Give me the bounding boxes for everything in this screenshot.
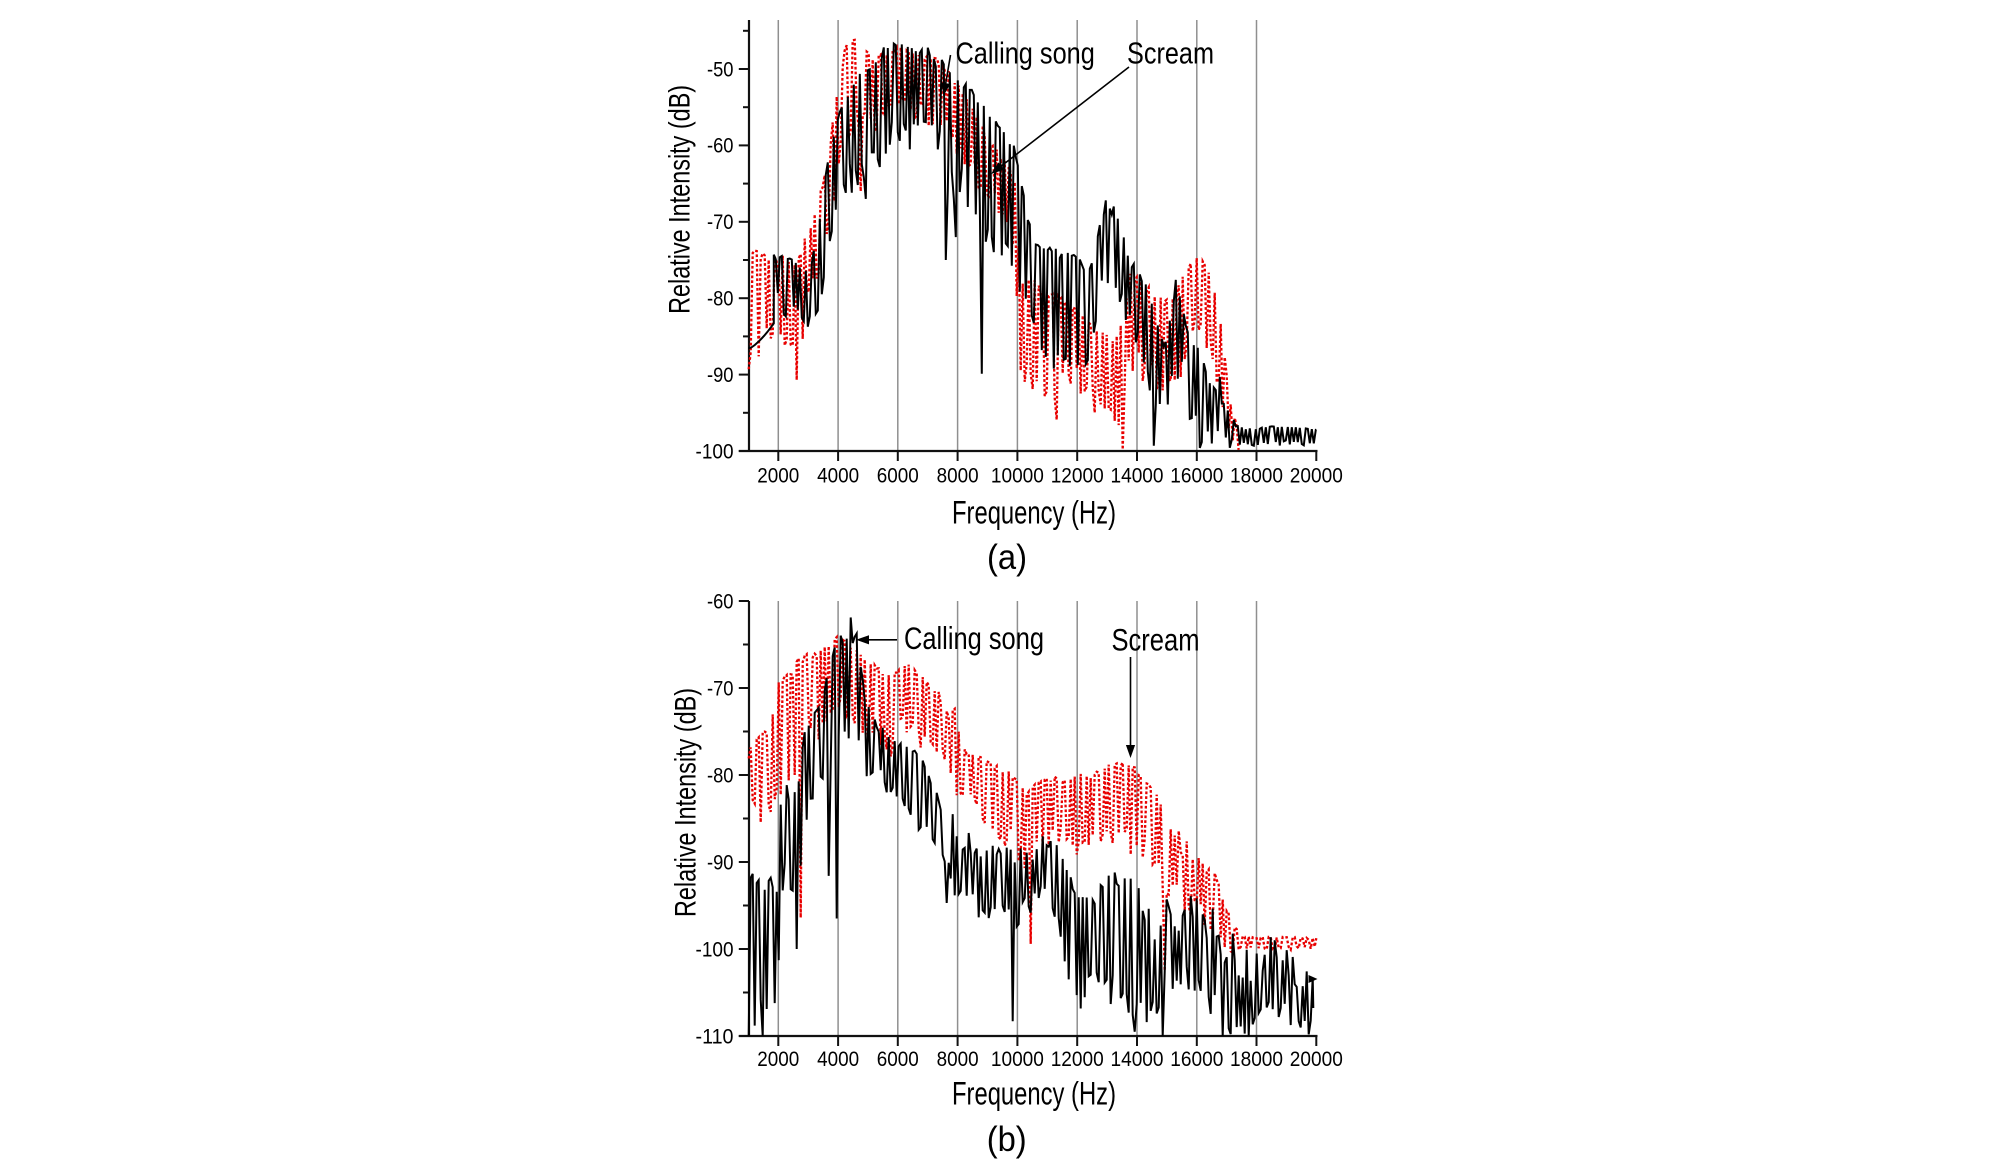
svg-text:-80: -80 <box>707 288 734 311</box>
svg-text:-50: -50 <box>707 58 734 81</box>
svg-text:18000: 18000 <box>1230 1048 1283 1071</box>
svg-text:6000: 6000 <box>877 1048 919 1071</box>
svg-text:8000: 8000 <box>937 465 979 488</box>
svg-text:-70: -70 <box>707 677 734 700</box>
svg-text:(a): (a) <box>987 537 1027 577</box>
svg-text:-90: -90 <box>707 851 734 874</box>
svg-text:Calling song: Calling song <box>904 620 1044 656</box>
svg-text:20000: 20000 <box>1290 1048 1343 1071</box>
svg-text:4000: 4000 <box>817 1048 859 1071</box>
svg-text:12000: 12000 <box>1051 465 1104 488</box>
svg-text:20000: 20000 <box>1290 465 1343 488</box>
svg-text:Frequency (Hz): Frequency (Hz) <box>952 1076 1116 1112</box>
svg-text:-60: -60 <box>707 135 734 158</box>
svg-text:16000: 16000 <box>1170 465 1223 488</box>
svg-text:Frequency (Hz): Frequency (Hz) <box>952 494 1116 530</box>
svg-text:-100: -100 <box>696 938 734 961</box>
svg-text:-60: -60 <box>707 590 734 613</box>
svg-text:4000: 4000 <box>817 465 859 488</box>
svg-text:-90: -90 <box>707 364 734 387</box>
svg-text:10000: 10000 <box>991 1048 1044 1071</box>
svg-text:12000: 12000 <box>1051 1048 1104 1071</box>
svg-text:(b): (b) <box>987 1119 1027 1159</box>
svg-text:18000: 18000 <box>1230 465 1283 488</box>
svg-text:8000: 8000 <box>937 1048 979 1071</box>
svg-text:Scream: Scream <box>1112 622 1200 658</box>
svg-text:2000: 2000 <box>757 465 799 488</box>
svg-text:-70: -70 <box>707 211 734 234</box>
svg-text:-80: -80 <box>707 764 734 787</box>
svg-text:16000: 16000 <box>1170 1048 1223 1071</box>
svg-text:Relative Intensity (dB): Relative Intensity (dB) <box>670 688 703 917</box>
svg-text:-110: -110 <box>696 1025 734 1048</box>
svg-text:14000: 14000 <box>1111 465 1164 488</box>
svg-text:Scream: Scream <box>1127 35 1214 70</box>
svg-text:10000: 10000 <box>991 465 1044 488</box>
svg-text:2000: 2000 <box>757 1048 799 1071</box>
svg-text:Calling song: Calling song <box>956 35 1095 70</box>
svg-text:6000: 6000 <box>877 465 919 488</box>
svg-text:Relative Intensity (dB): Relative Intensity (dB) <box>664 85 697 314</box>
svg-text:-100: -100 <box>696 440 734 463</box>
svg-text:14000: 14000 <box>1111 1048 1164 1071</box>
